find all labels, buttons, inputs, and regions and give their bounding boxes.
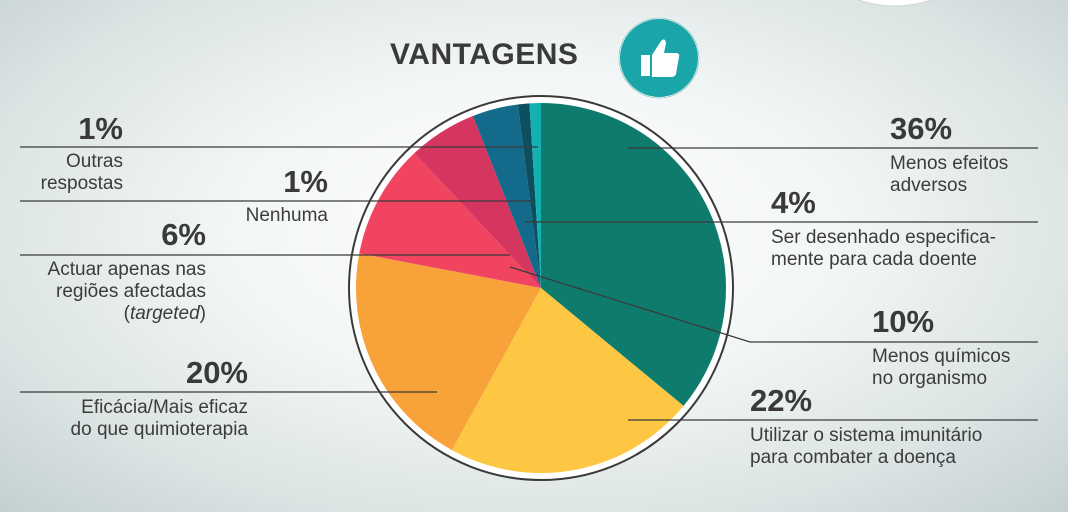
label-22-pct: 22%	[750, 383, 813, 418]
pie-slice-6	[517, 103, 541, 289]
label-4: 4%	[771, 186, 816, 220]
label-6: 6%	[86, 218, 206, 252]
label-1-outras-line1: Outras	[65, 151, 123, 172]
label-20-text: Eficácia/Mais eficaz do que quimioterapi…	[8, 397, 248, 441]
label-6-paren-open: (	[123, 303, 130, 324]
label-20-line1: Eficácia/Mais eficaz	[81, 397, 248, 418]
label-10-text: Menos químicos no organismo	[872, 346, 1010, 390]
label-22-line1: Utilizar o sistema imunitário	[750, 425, 983, 446]
label-10-line1: Menos químicos	[872, 346, 1011, 367]
label-1-nenhuma: 1%	[208, 165, 328, 199]
label-10: 10%	[872, 305, 934, 339]
label-4-line1: Ser desenhado especifica-	[771, 227, 996, 248]
decorative-badge	[857, 0, 933, 7]
label-6-paren-close: )	[199, 303, 206, 324]
chart-title: VANTAGENS	[390, 38, 579, 71]
label-36-line2: adversos	[890, 175, 968, 196]
leader-line-10	[509, 266, 1038, 343]
label-10-pct: 10%	[872, 304, 935, 339]
label-6-line1: Actuar apenas nas	[47, 259, 206, 280]
label-6-pct: 6%	[161, 217, 206, 252]
label-1-outras: 1%	[3, 112, 123, 146]
label-22-line2: para combater a doença	[750, 447, 956, 468]
label-20-line2: do que quimioterapia	[70, 419, 248, 440]
label-1-nenhuma-line1: Nenhuma	[245, 205, 328, 226]
pie-slice-7	[529, 103, 541, 288]
pie-slice-0	[541, 103, 727, 406]
label-6-line3: (targeted)	[0, 303, 206, 325]
pie-slice-1	[451, 288, 684, 473]
label-4-pct: 4%	[771, 185, 816, 220]
label-1-outras-pct: 1%	[78, 111, 123, 146]
label-6-targeted: targeted	[129, 303, 200, 324]
label-36-text: Menos efeitos adversos	[890, 153, 1008, 197]
pie-slice-3	[359, 153, 541, 288]
label-4-text: Ser desenhado especifica- mente para cad…	[771, 227, 996, 271]
label-36-pct: 36%	[890, 111, 953, 146]
label-20-pct: 20%	[185, 355, 248, 390]
thumbs-up-icon	[618, 17, 700, 99]
label-1-nenhuma-pct: 1%	[283, 164, 328, 199]
label-6-text: Actuar apenas nas regiões afectadas (tar…	[0, 259, 206, 325]
pie-slice-5	[472, 104, 541, 289]
label-36-line1: Menos efeitos	[890, 153, 1009, 174]
label-1-outras-text: Outras respostas	[0, 151, 123, 195]
label-20: 20%	[128, 356, 248, 390]
label-10-line2: no organismo	[872, 368, 988, 389]
leader-lines	[20, 146, 1038, 421]
label-22: 22%	[750, 384, 812, 418]
pie-slice-2	[356, 253, 541, 451]
label-1-nenhuma-text: Nenhuma	[188, 205, 328, 227]
pie-slices	[356, 103, 727, 473]
label-1-outras-line2: respostas	[40, 173, 123, 194]
label-6-line2: regiões afectadas	[56, 281, 206, 302]
label-22-text: Utilizar o sistema imunitário para comba…	[750, 425, 982, 469]
label-36: 36%	[890, 112, 952, 146]
label-4-line2: mente para cada doente	[771, 249, 977, 270]
pie-slice-4	[414, 115, 541, 288]
